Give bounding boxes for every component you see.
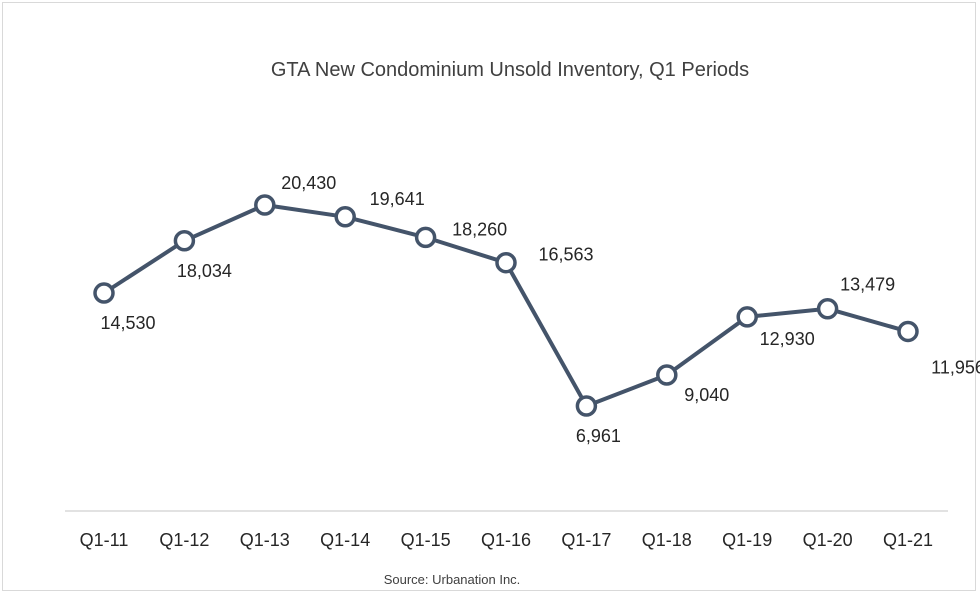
data-point-marker bbox=[414, 226, 437, 249]
data-label: 18,260 bbox=[452, 219, 507, 239]
x-tick-label: Q1-18 bbox=[642, 530, 692, 550]
data-point-marker bbox=[93, 282, 115, 304]
x-tick-label: Q1-14 bbox=[320, 530, 370, 550]
data-point-marker bbox=[334, 206, 356, 228]
x-tick-label: Q1-17 bbox=[561, 530, 611, 550]
data-point-marker bbox=[575, 395, 598, 417]
data-label: 6,961 bbox=[576, 426, 621, 446]
data-point-marker bbox=[736, 306, 758, 328]
data-label: 12,930 bbox=[760, 329, 815, 349]
data-point-marker bbox=[495, 251, 517, 274]
data-point-marker bbox=[897, 320, 919, 343]
data-point-marker bbox=[816, 297, 839, 320]
x-tick-label: Q1-19 bbox=[722, 530, 772, 550]
x-tick-label: Q1-12 bbox=[159, 530, 209, 550]
x-tick-label: Q1-16 bbox=[481, 530, 531, 550]
x-tick-label: Q1-11 bbox=[80, 530, 129, 550]
data-point-marker bbox=[254, 194, 276, 216]
data-label: 18,034 bbox=[177, 261, 232, 281]
data-label: 14,530 bbox=[100, 313, 155, 333]
x-tick-label: Q1-20 bbox=[803, 530, 853, 550]
chart-title: GTA New Condominium Unsold Inventory, Q1… bbox=[271, 59, 749, 81]
data-label: 16,563 bbox=[538, 245, 593, 265]
data-point-marker bbox=[656, 364, 678, 386]
x-tick-label: Q1-15 bbox=[401, 530, 451, 550]
x-tick-labels: Q1-11 Q1-12 Q1-13 Q1-14 Q1-15 Q1-16 Q1-17 Q1-18… bbox=[80, 530, 933, 550]
data-labels: 14,530 18,034 20,430 19,641 18,260 16,563 6,96… bbox=[100, 173, 980, 446]
data-point-marker bbox=[173, 230, 196, 252]
data-label: 11,956 bbox=[931, 357, 980, 377]
data-label: 19,641 bbox=[370, 189, 425, 209]
x-tick-label: Q1-21 bbox=[883, 530, 933, 550]
series-layer bbox=[93, 194, 919, 417]
data-label: 20,430 bbox=[281, 173, 336, 193]
data-label: 9,040 bbox=[684, 385, 729, 405]
source-note: Source: Urbanation Inc. bbox=[384, 572, 521, 587]
data-label: 13,479 bbox=[840, 275, 895, 295]
x-tick-label: Q1-13 bbox=[240, 530, 290, 550]
